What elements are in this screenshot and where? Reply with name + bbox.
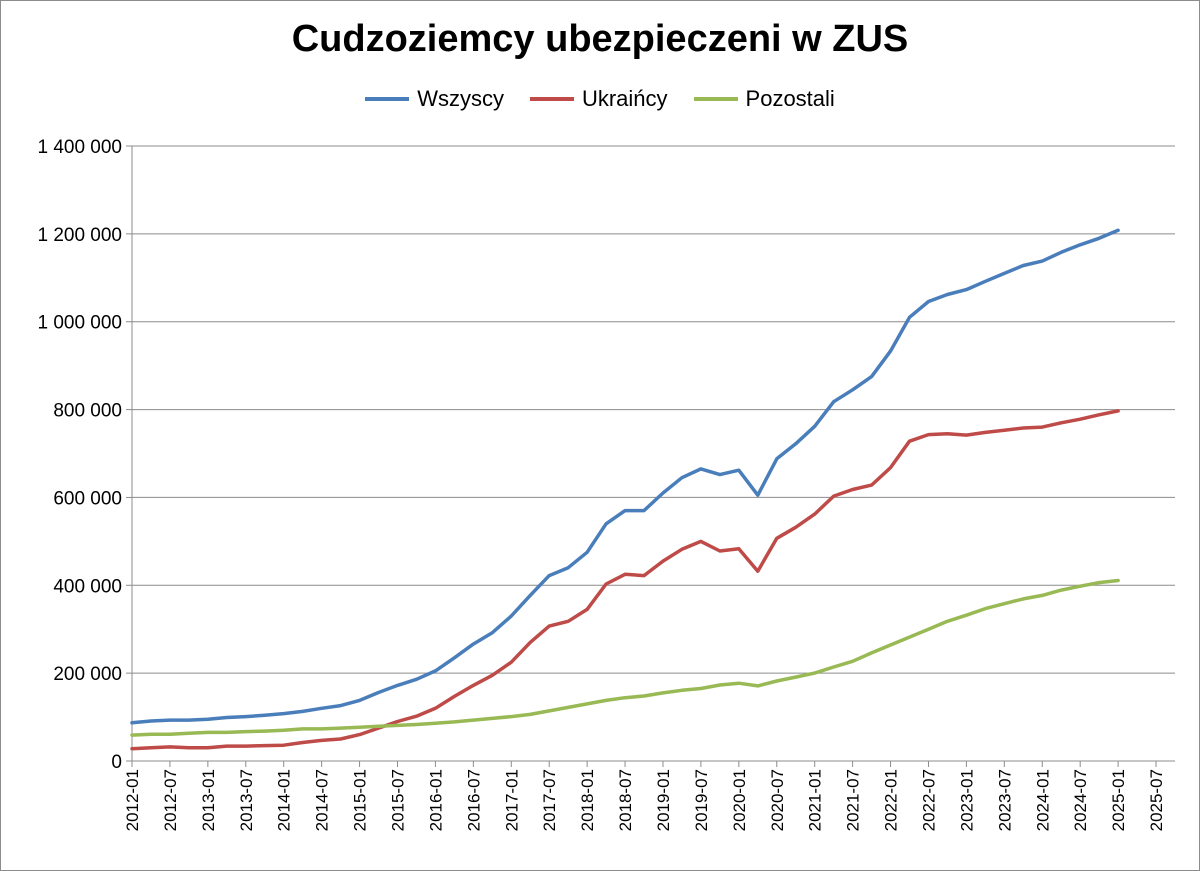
x-tick-label: 2018-01: [578, 769, 597, 831]
series-line-pozostali: [130, 578, 1120, 737]
x-tick-label: 2013-07: [237, 769, 256, 831]
chart-title: Cudzoziemcy ubezpieczeni w ZUS: [291, 18, 909, 60]
legend-label-pozostali: Pozostali: [745, 86, 835, 111]
legend-item-pozostali: Pozostali: [693, 86, 835, 112]
legend-swatch-wszyscy: [365, 97, 410, 101]
x-tick-label: 2021-01: [806, 769, 825, 831]
legend-item-ukraincy: Ukraińcy: [529, 86, 668, 112]
legend-swatch-pozostali: [693, 97, 738, 101]
series-line-ukraińcy: [130, 409, 1120, 751]
x-tick-label: 2020-07: [768, 769, 787, 831]
x-tick-label: 2025-07: [1147, 769, 1166, 831]
x-tick-label: 2012-07: [161, 769, 180, 831]
x-tick-label: 2016-07: [464, 769, 483, 831]
y-tick-label: 800 000: [53, 401, 122, 422]
x-tick-label: 2014-07: [313, 769, 332, 831]
x-tick-label: 2014-01: [275, 769, 294, 831]
x-tick-label: 2023-01: [957, 769, 976, 831]
x-tick-label: 2018-07: [616, 769, 635, 831]
y-tick-label: 200 000: [53, 664, 122, 685]
y-tick-label: 1 200 000: [37, 225, 122, 246]
x-tick-label: 2017-07: [540, 769, 559, 831]
legend-swatch-ukraincy: [529, 97, 574, 101]
series-line-wszyscy: [130, 228, 1120, 725]
x-tick-label: 2024-07: [1071, 769, 1090, 831]
y-tick-label: 1 400 000: [37, 137, 122, 158]
x-tick-label: 2022-01: [882, 769, 901, 831]
legend-label-wszyscy: Wszyscy: [417, 86, 504, 111]
y-tick-label: 600 000: [53, 488, 122, 509]
x-tick-label: 2019-07: [692, 769, 711, 831]
x-tick-label: 2019-01: [654, 769, 673, 831]
chart-legend: Wszyscy Ukraińcy Pozostali: [0, 86, 1200, 112]
x-tick-label: 2025-01: [1109, 769, 1128, 831]
x-tick-label: 2016-01: [426, 769, 445, 831]
x-tick-label: 2022-07: [919, 769, 938, 831]
legend-label-ukraincy: Ukraińcy: [581, 86, 668, 111]
x-tick-label: 2024-01: [1033, 769, 1052, 831]
x-tick-label: 2015-01: [351, 769, 370, 831]
x-tick-label: 2023-07: [995, 769, 1014, 831]
x-tick-label: 2013-01: [199, 769, 218, 831]
x-tick-label: 2020-01: [730, 769, 749, 831]
x-tick-label: 2021-07: [844, 769, 863, 831]
y-tick-label: 0: [111, 752, 122, 773]
x-tick-label: 2012-01: [123, 769, 142, 831]
y-tick-label: 400 000: [53, 576, 122, 597]
x-tick-label: 2015-07: [388, 769, 407, 831]
x-tick-label: 2017-01: [502, 769, 521, 831]
legend-item-wszyscy: Wszyscy: [365, 86, 504, 112]
y-tick-label: 1 000 000: [37, 313, 122, 334]
